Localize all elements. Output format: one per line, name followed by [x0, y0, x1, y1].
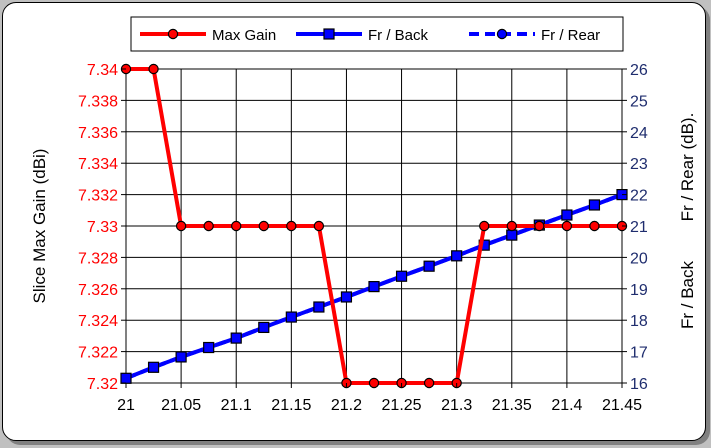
x-axis-ticks: 21 21.05 21.1 21.15 21.2 21.25 21.3 21.35 21.4 21… [117, 383, 642, 414]
data-point-max-gain [561, 220, 573, 232]
data-point-fr-back [506, 229, 518, 241]
left-tick-label: 7.334 [78, 156, 118, 173]
data-point-fr-back [313, 301, 325, 313]
x-tick-label: 21.4 [551, 397, 582, 414]
left-axis-ticks: 7.32 7.322 7.324 7.326 7.328 7.33 7.332 7.334 7.… [78, 62, 126, 393]
x-tick-label: 21.45 [602, 397, 642, 414]
right-tick-label: 21 [630, 219, 648, 236]
x-tick-label: 21.3 [441, 397, 472, 414]
chart-canvas: 7.32 7.322 7.324 7.326 7.328 7.33 7.332 7.334 7.… [30, 16, 697, 414]
right-tick-label: 25 [630, 93, 648, 110]
data-point-max-gain [313, 220, 325, 232]
legend-box [130, 16, 624, 52]
legend-marker [167, 28, 179, 40]
series-max-gain [120, 63, 628, 389]
data-point-fr-back [120, 372, 132, 384]
left-tick-label: 7.332 [78, 188, 118, 205]
data-point-max-gain [479, 220, 490, 232]
legend-item-max-gain: Max Gain [140, 27, 276, 44]
x-tick-label: 21 [117, 397, 135, 414]
data-point-max-gain [286, 220, 297, 232]
data-point-fr-back [175, 351, 187, 363]
data-point-fr-back [203, 341, 215, 354]
data-point-fr-back [285, 311, 297, 323]
x-tick-label: 21.35 [492, 397, 532, 414]
legend: Max Gain Fr / Back Fr / Rear [130, 16, 624, 52]
left-tick-label: 7.324 [78, 313, 118, 330]
data-point-fr-back [340, 291, 353, 303]
left-tick-label: 7.328 [78, 250, 118, 267]
legend-label: Fr / Rear [541, 27, 600, 44]
data-point-fr-back [258, 321, 270, 334]
data-point-fr-back [368, 281, 380, 293]
right-tick-label: 22 [630, 188, 648, 205]
data-point-max-gain [589, 220, 600, 232]
legend-label: Max Gain [212, 27, 276, 44]
left-tick-label: 7.34 [87, 62, 118, 79]
data-point-fr-back [395, 270, 408, 282]
data-point-fr-back [561, 209, 573, 221]
data-point-fr-back [451, 250, 463, 262]
right-tick-label: 16 [630, 376, 648, 393]
legend-marker [323, 28, 335, 40]
x-tick-label: 21.05 [161, 397, 201, 414]
right-axis-title-back: Fr / Back [678, 260, 697, 329]
x-tick-label: 21.25 [382, 397, 422, 414]
data-point-max-gain [534, 220, 545, 232]
legend-item-fr-rear: Fr / Rear [469, 27, 600, 44]
legend-marker [496, 28, 508, 40]
series-layer [120, 63, 628, 389]
x-tick-label: 21.15 [271, 397, 311, 414]
right-tick-label: 18 [630, 313, 648, 330]
x-tick-label: 21.2 [331, 397, 362, 414]
left-tick-label: 7.32 [87, 376, 118, 393]
left-tick-label: 7.322 [78, 345, 118, 362]
right-axis-ticks: 16 17 18 19 20 21 22 23 24 25 26 [622, 62, 648, 393]
data-point-max-gain [203, 220, 214, 232]
data-point-max-gain [423, 377, 435, 389]
chart-frame: 7.32 7.322 7.324 7.326 7.328 7.33 7.332 7.334 7.… [2, 2, 706, 441]
right-tick-label: 19 [630, 282, 648, 299]
data-point-max-gain [368, 377, 380, 389]
data-point-fr-back [423, 260, 435, 272]
data-point-max-gain [506, 220, 517, 232]
right-tick-label: 20 [630, 250, 648, 267]
data-point-max-gain [258, 220, 269, 232]
x-tick-label: 21.1 [221, 397, 252, 414]
data-point-fr-back [147, 361, 160, 373]
left-tick-label: 7.338 [78, 93, 118, 110]
left-tick-label: 7.33 [87, 219, 118, 236]
legend-item-fr-back: Fr / Back [296, 27, 429, 44]
data-point-max-gain [148, 63, 159, 75]
data-point-fr-back [230, 332, 242, 344]
left-axis-title: Slice Max Gain (dBi) [30, 149, 49, 304]
right-axis-title-rear: Fr / Rear (dB). [678, 113, 697, 222]
right-tick-label: 24 [630, 125, 648, 142]
left-tick-label: 7.336 [78, 125, 118, 142]
data-point-fr-back [588, 199, 601, 211]
data-point-max-gain [175, 220, 187, 232]
right-tick-label: 17 [630, 345, 648, 362]
right-tick-label: 26 [630, 62, 648, 79]
right-tick-label: 23 [630, 156, 648, 173]
legend-label: Fr / Back [368, 27, 429, 44]
data-point-max-gain [231, 220, 242, 232]
left-tick-label: 7.326 [78, 282, 118, 299]
